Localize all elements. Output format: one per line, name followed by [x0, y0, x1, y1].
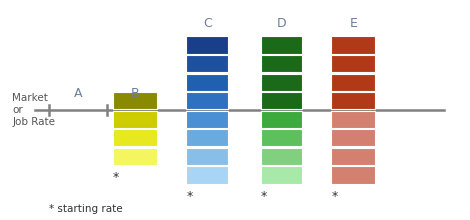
- Bar: [260, 92, 302, 109]
- Text: B: B: [131, 87, 140, 100]
- Bar: [331, 92, 376, 109]
- Bar: [260, 129, 302, 147]
- Bar: [260, 36, 302, 53]
- Bar: [186, 111, 228, 128]
- Bar: [260, 148, 302, 165]
- Bar: [113, 92, 157, 109]
- Bar: [186, 55, 228, 72]
- Bar: [331, 73, 376, 91]
- Bar: [260, 167, 302, 184]
- Bar: [331, 36, 376, 53]
- Bar: [113, 111, 157, 128]
- Bar: [260, 73, 302, 91]
- Bar: [260, 55, 302, 72]
- Bar: [186, 92, 228, 109]
- Bar: [186, 36, 228, 53]
- Bar: [331, 148, 376, 165]
- Text: D: D: [277, 17, 286, 30]
- Text: A: A: [74, 87, 83, 100]
- Text: Market
or
Job Rate: Market or Job Rate: [12, 94, 55, 126]
- Text: * starting rate: * starting rate: [49, 204, 123, 214]
- Text: C: C: [203, 17, 212, 30]
- Text: *: *: [113, 171, 119, 185]
- Bar: [260, 111, 302, 128]
- Text: E: E: [350, 17, 357, 30]
- Text: *: *: [186, 190, 193, 203]
- Text: *: *: [331, 190, 337, 203]
- Bar: [331, 111, 376, 128]
- Bar: [186, 73, 228, 91]
- Bar: [113, 129, 157, 147]
- Bar: [331, 129, 376, 147]
- Bar: [186, 129, 228, 147]
- Bar: [113, 148, 157, 165]
- Bar: [186, 148, 228, 165]
- Bar: [331, 167, 376, 184]
- Bar: [331, 55, 376, 72]
- Bar: [186, 167, 228, 184]
- Text: *: *: [260, 190, 267, 203]
